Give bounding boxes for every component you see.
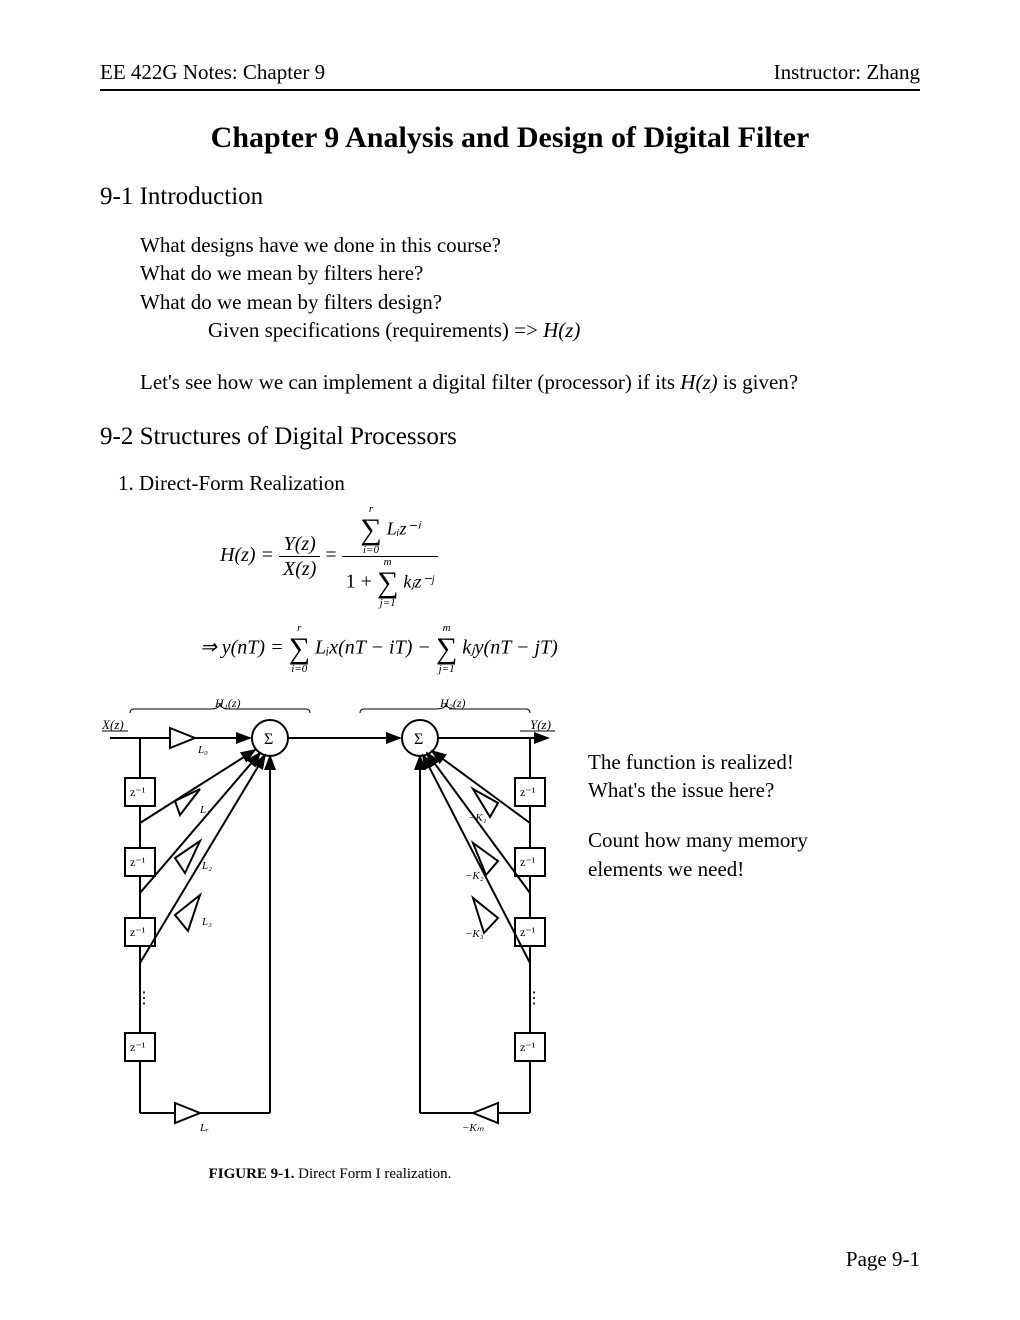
section-1-heading: 9-1 Introduction	[100, 183, 920, 211]
svg-text:L₂: L₂	[201, 860, 212, 872]
section-2-heading: 9-2 Structures of Digital Processors	[100, 423, 920, 451]
svg-text:z⁻¹: z⁻¹	[130, 855, 146, 869]
svg-text:Y(z): Y(z)	[530, 717, 551, 732]
svg-text:⋮: ⋮	[136, 990, 152, 1007]
difference-eq: ⇒ y(nT) = r ∑ i=0 Lᵢx(nT − iT) − m ∑ j=1…	[200, 623, 920, 675]
svg-text:z⁻¹: z⁻¹	[130, 1040, 146, 1054]
svg-text:L₃: L₃	[201, 916, 212, 928]
svg-text:z⁻¹: z⁻¹	[130, 785, 146, 799]
q3: What do we mean by filters design?	[140, 288, 920, 316]
intro-questions: What designs have we done in this course…	[140, 231, 920, 344]
header-right: Instructor: Zhang	[774, 60, 920, 85]
svg-text:z⁻¹: z⁻¹	[520, 785, 536, 799]
q4: Given specifications (requirements) => H…	[208, 316, 920, 344]
figure-9-1: H₁(z) H₂(z) X(z) Y(z) Σ Σ	[100, 693, 920, 1183]
svg-text:Lᵣ: Lᵣ	[199, 1122, 209, 1134]
svg-text:z⁻¹: z⁻¹	[520, 1040, 536, 1054]
svg-text:z⁻¹: z⁻¹	[520, 855, 536, 869]
svg-text:−K₃: −K₃	[465, 928, 484, 940]
intro-p2: Let's see how we can implement a digital…	[140, 368, 920, 396]
svg-text:⋮: ⋮	[526, 990, 542, 1007]
page-footer: Page 9-1	[846, 1247, 920, 1272]
q2: What do we mean by filters here?	[140, 259, 920, 287]
q1: What designs have we done in this course…	[140, 231, 920, 259]
svg-text:z⁻¹: z⁻¹	[130, 925, 146, 939]
svg-text:L₀: L₀	[197, 744, 208, 756]
svg-text:X(z): X(z)	[101, 717, 124, 732]
svg-text:Σ: Σ	[264, 731, 273, 748]
svg-text:z⁻¹: z⁻¹	[520, 925, 536, 939]
direct-form-diagram: H₁(z) H₂(z) X(z) Y(z) Σ Σ	[100, 693, 560, 1153]
item-1: 1. Direct-Form Realization	[118, 471, 920, 496]
figure-caption: FIGURE 9-1. Direct Form I realization.	[100, 1166, 560, 1183]
svg-text:Σ: Σ	[414, 731, 423, 748]
page-header: EE 422G Notes: Chapter 9 Instructor: Zha…	[100, 60, 920, 91]
svg-text:−Kₘ: −Kₘ	[462, 1122, 484, 1134]
side-notes: The function is realized! What's the iss…	[588, 748, 808, 883]
header-left: EE 422G Notes: Chapter 9	[100, 60, 325, 85]
svg-text:H₁(z): H₁(z)	[214, 696, 241, 710]
transfer-function-eq: H(z) = Y(z) X(z) = r ∑ i=0 Lᵢz⁻ⁱ 1 + m ∑	[220, 504, 920, 609]
svg-text:−K₂: −K₂	[465, 870, 484, 882]
chapter-title: Chapter 9 Analysis and Design of Digital…	[100, 121, 920, 155]
